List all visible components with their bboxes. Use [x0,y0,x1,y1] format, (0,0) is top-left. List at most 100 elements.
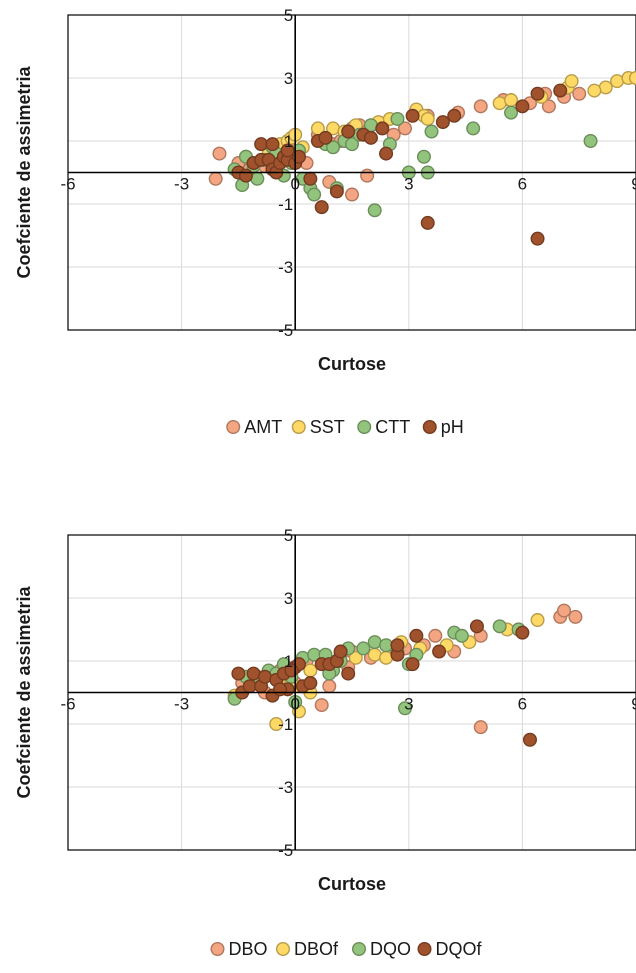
data-point [610,74,625,89]
data-point [583,133,598,148]
x-tick-label: 0 [290,695,299,714]
legend: DBO DBOf DQO DQOf [210,939,483,959]
data-point [341,124,356,139]
legend-label: CTT [375,417,410,437]
data-point [303,663,318,678]
data-point [473,720,488,735]
data-point [280,143,295,158]
y-tick-label: -3 [278,258,293,277]
data-point [265,137,280,152]
x-tick-label: 6 [518,695,527,714]
data-point [530,86,545,101]
x-tick-label: -6 [60,695,75,714]
data-point [303,171,318,186]
chart-2: -6 -3 0 3 6 9 5 3 1 -1 -3 -5 Curtose Coefciente de as… [14,526,636,959]
legend-label: AMT [244,417,282,437]
x-tick-label: 9 [631,175,636,194]
data-point [469,619,484,634]
data-point [515,625,530,640]
data-point [246,666,261,681]
y-tick-label: -5 [278,841,293,860]
y-tick-label: -1 [278,195,293,214]
data-point [273,682,288,697]
data-point [326,140,341,155]
y-tick-label: -5 [278,321,293,340]
data-point [416,149,431,164]
data-point [473,99,488,114]
x-tick-label: 3 [404,175,413,194]
data-point [557,603,572,618]
legend-marker [276,942,291,957]
data-point [212,146,227,161]
x-tick-label: 6 [518,175,527,194]
data-point [541,99,556,114]
data-point [367,635,382,650]
y-tick-label: 5 [284,526,293,545]
legend-item-ph: pH [422,417,464,437]
legend-marker [352,942,367,957]
y-tick-label: 1 [284,132,293,151]
data-point [345,187,360,202]
data-point [208,171,223,186]
data-point [598,80,613,95]
data-point [269,717,284,732]
data-point [454,628,469,643]
data-point [367,203,382,218]
data-point [553,83,568,98]
legend-label: DBOf [294,939,339,959]
y-tick-label: 5 [284,6,293,25]
data-point [367,647,382,662]
data-point [238,168,253,183]
legend-marker [291,420,306,435]
data-point [492,96,507,111]
legend-item-ctt: CTT [357,417,410,437]
data-point [515,99,530,114]
data-point [318,130,333,145]
data-point [398,121,413,136]
legend-marker [226,420,241,435]
y-axis-title: Coefciente de assimetria [14,585,34,798]
legend-item-dbof: DBOf [276,939,339,959]
legend-item-dqof: DQOf [417,939,483,959]
data-point [379,650,394,665]
data-point [409,628,424,643]
legend: AMT SST CTT pH [226,417,464,437]
data-point [564,74,579,89]
data-point [420,111,435,126]
x-axis-title: Curtose [318,354,386,374]
x-tick-label: -3 [174,175,189,194]
data-point [345,137,360,152]
x-tick-label: 3 [404,695,413,714]
x-tick-label: -3 [174,695,189,714]
data-point [572,86,587,101]
legend-marker [357,420,372,435]
data-point [504,93,519,108]
data-point [530,613,545,628]
x-tick-label: 9 [631,695,636,714]
legend-label: SST [310,417,345,437]
data-point [356,641,371,656]
legend-label: DQO [370,939,411,959]
data-point [257,669,272,684]
data-point [492,619,507,634]
x-tick-label: -6 [60,175,75,194]
y-tick-label: -1 [278,715,293,734]
legend-marker [422,420,437,435]
legend-marker [417,942,432,957]
data-point [360,168,375,183]
y-axis-title: Coefciente de assimetria [14,65,34,278]
data-point [303,676,318,691]
data-point [424,124,439,139]
data-point [314,200,329,215]
data-point [390,111,405,126]
data-point [405,108,420,123]
y-tick-label: 3 [284,69,293,88]
x-axis-title: Curtose [318,874,386,894]
data-point [314,698,329,713]
y-tick-label: 1 [284,652,293,671]
data-point [329,184,344,199]
data-point [390,638,405,653]
legend-item-amt: AMT [226,417,282,437]
data-point [466,121,481,136]
